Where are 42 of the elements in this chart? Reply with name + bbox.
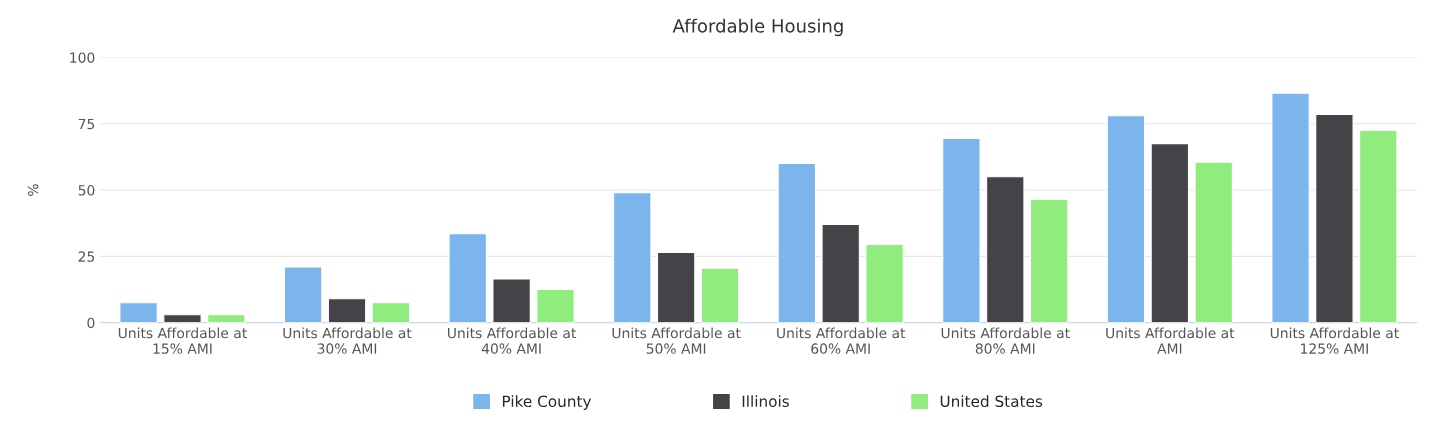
chart-title: Affordable Housing <box>672 18 843 37</box>
y-tick-label: 0 <box>87 317 95 329</box>
x-tick-label: Units Affordable at 30% AMI <box>283 327 412 354</box>
bar <box>1271 92 1310 323</box>
bar <box>119 302 158 323</box>
bar <box>986 176 1025 323</box>
bar <box>656 251 696 323</box>
bar <box>371 302 411 323</box>
bar <box>327 298 367 323</box>
y-tick-label: 50 <box>78 185 95 196</box>
bar <box>163 314 202 323</box>
legend-label: United States <box>940 395 1043 408</box>
x-tick-label: Units Affordable at 80% AMI <box>941 327 1070 354</box>
x-tick-label: Units Affordable at 125% AMI <box>1270 327 1399 354</box>
bar <box>700 267 740 323</box>
x-tick-label: Units Affordable at AMI <box>1106 327 1235 354</box>
bar <box>1315 113 1354 323</box>
bar <box>448 233 487 323</box>
bar <box>613 192 652 323</box>
x-tick-label: Units Affordable at 60% AMI <box>777 327 906 354</box>
bar <box>1194 161 1233 323</box>
bar <box>1150 143 1190 323</box>
bar <box>1029 198 1069 323</box>
x-tick-label: Units Affordable at 50% AMI <box>612 327 741 354</box>
x-tick-label: Units Affordable at 40% AMI <box>448 327 577 354</box>
x-tick-label: Units Affordable at 15% AMI <box>118 327 247 354</box>
bar <box>865 243 904 323</box>
bar <box>492 278 531 323</box>
y-tick-label: 25 <box>78 251 95 262</box>
bar <box>536 288 575 323</box>
bar <box>777 162 817 323</box>
bar <box>1359 129 1398 323</box>
y-axis-title: % <box>27 184 39 196</box>
y-tick-label: 100 <box>70 52 95 63</box>
bar <box>942 137 981 323</box>
bar <box>1106 115 1146 323</box>
bar <box>207 314 246 323</box>
bar <box>283 266 323 323</box>
y-tick-label: 75 <box>78 118 95 130</box>
legend-label: Illinois <box>742 395 789 408</box>
bar <box>821 223 860 323</box>
legend-label: Pike County <box>502 395 592 410</box>
